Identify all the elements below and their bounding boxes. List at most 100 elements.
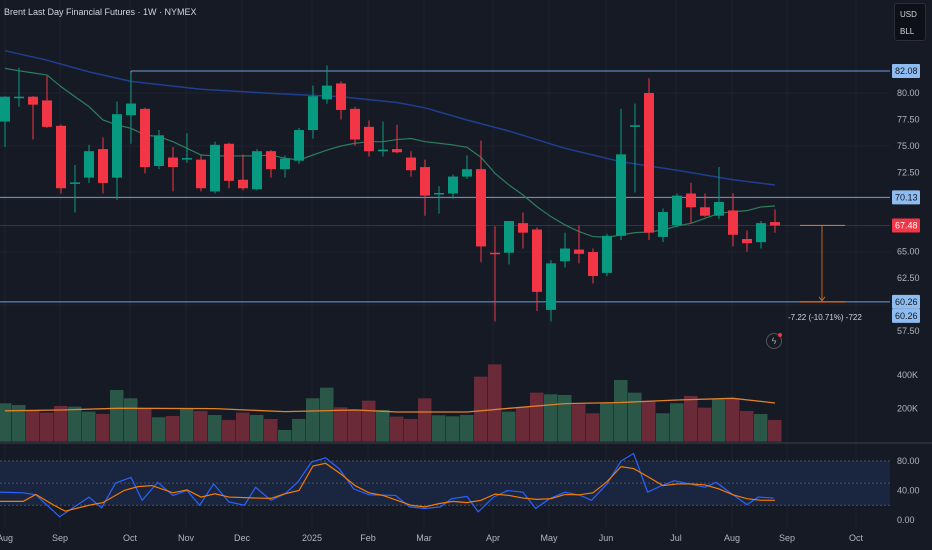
time-tick-label: Sep bbox=[779, 533, 795, 543]
last-price-tag-bg bbox=[892, 218, 920, 233]
candle-up bbox=[84, 151, 94, 178]
candle-down bbox=[518, 223, 528, 233]
volume-bar bbox=[264, 418, 278, 442]
candle-down bbox=[742, 239, 752, 244]
measure-label: -7.22 (-10.71%) -722 bbox=[788, 313, 862, 322]
candle-up bbox=[112, 114, 122, 178]
candle-up bbox=[70, 182, 80, 184]
rsi-tick-label: 40.00 bbox=[897, 486, 920, 496]
candle-down bbox=[728, 210, 738, 235]
volume-bar bbox=[628, 392, 642, 442]
price-tick-label: 80.00 bbox=[897, 88, 920, 98]
time-tick-label: Aug bbox=[0, 533, 13, 543]
volume-bar bbox=[670, 403, 684, 442]
volume-bar bbox=[390, 416, 404, 442]
price-tick-label: 72.50 bbox=[897, 167, 920, 177]
volume-bar bbox=[614, 379, 628, 442]
lightning-icon[interactable]: ϟ bbox=[766, 333, 782, 349]
level-price-tag: 82.08 bbox=[895, 66, 918, 76]
level-price-tag-bg bbox=[892, 63, 920, 78]
volume-bar bbox=[754, 413, 768, 442]
candle-down bbox=[364, 126, 374, 152]
arrow-down-icon bbox=[818, 296, 826, 302]
price-tick-label: 77.50 bbox=[897, 114, 920, 124]
candle-down bbox=[266, 151, 276, 170]
candle-up bbox=[546, 263, 556, 310]
volume-bar bbox=[600, 403, 614, 442]
volume-bar bbox=[586, 413, 600, 442]
candle-up bbox=[462, 169, 472, 177]
candle-down bbox=[420, 167, 430, 196]
candle-down bbox=[196, 159, 206, 189]
volume-bar bbox=[684, 395, 698, 442]
candle-down bbox=[406, 157, 416, 171]
volume-bar bbox=[376, 409, 390, 442]
volume-bar bbox=[26, 409, 40, 442]
candle-up bbox=[504, 221, 514, 253]
price-tick-label: 65.00 bbox=[897, 247, 920, 257]
volume-bar bbox=[194, 410, 208, 442]
volume-bar bbox=[712, 399, 726, 442]
volume-bar bbox=[278, 429, 292, 442]
volume-bar bbox=[68, 406, 82, 442]
candle-down bbox=[770, 222, 780, 226]
volume-bar bbox=[418, 398, 432, 442]
volume-bar bbox=[656, 413, 670, 442]
time-tick-label: Dec bbox=[234, 533, 251, 543]
candle-up bbox=[756, 223, 766, 243]
volume-bar bbox=[110, 389, 124, 442]
candle-up bbox=[154, 135, 164, 167]
volume-bar bbox=[250, 414, 264, 442]
rsi-tick-label: 80.00 bbox=[897, 456, 920, 466]
volume-bar bbox=[404, 418, 418, 442]
measure-tool[interactable] bbox=[800, 224, 845, 303]
volume-bar bbox=[740, 410, 754, 442]
time-tick-label: Mar bbox=[416, 533, 432, 543]
volume-bar bbox=[180, 408, 194, 442]
candle-up bbox=[378, 149, 388, 152]
volume-bar bbox=[124, 398, 138, 442]
volume-pane bbox=[0, 364, 782, 442]
volume-bar bbox=[572, 404, 586, 442]
candle-up bbox=[322, 85, 332, 100]
time-tick-label: Nov bbox=[178, 533, 195, 543]
volume-bar bbox=[320, 387, 334, 442]
volume-bar bbox=[222, 419, 236, 442]
candle-up bbox=[126, 103, 136, 116]
volume-bar bbox=[208, 414, 222, 442]
level-price-tag-bg bbox=[892, 190, 920, 205]
price-tick-label: 62.50 bbox=[897, 273, 920, 283]
level-price-tag: 70.13 bbox=[895, 192, 918, 202]
candle-down bbox=[574, 249, 584, 254]
candle-up bbox=[210, 144, 220, 192]
candle-down bbox=[238, 179, 248, 189]
time-tick-label: Jul bbox=[670, 533, 682, 543]
volume-bar bbox=[516, 407, 530, 442]
time-tick-label: Apr bbox=[486, 533, 500, 543]
time-tick-label: Aug bbox=[724, 533, 740, 543]
volume-bar bbox=[474, 376, 488, 442]
candle-down bbox=[392, 149, 402, 153]
currency-unit-selector[interactable]: USD BLL bbox=[894, 3, 926, 41]
candle-down bbox=[686, 193, 696, 208]
volume-bar bbox=[292, 418, 306, 442]
time-tick-label: Oct bbox=[849, 533, 864, 543]
candle-up bbox=[448, 176, 458, 194]
volume-bar bbox=[96, 413, 110, 442]
currency-label: USD bbox=[900, 10, 917, 19]
volume-bar bbox=[642, 400, 656, 442]
measure-price-tag: 60.26 bbox=[895, 311, 918, 321]
volume-bar bbox=[530, 392, 544, 442]
candle-up bbox=[560, 248, 570, 262]
time-tick-label: Feb bbox=[360, 533, 376, 543]
candle-down bbox=[42, 100, 52, 127]
level-price-tag-bg bbox=[892, 294, 920, 309]
last-price-tag: 67.48 bbox=[895, 220, 918, 230]
volume-bar bbox=[348, 409, 362, 442]
volume-bar bbox=[558, 394, 572, 442]
horizontal-levels[interactable] bbox=[0, 70, 890, 303]
volume-bar bbox=[488, 364, 502, 442]
candle-up bbox=[434, 192, 444, 195]
volume-bar bbox=[306, 398, 320, 442]
